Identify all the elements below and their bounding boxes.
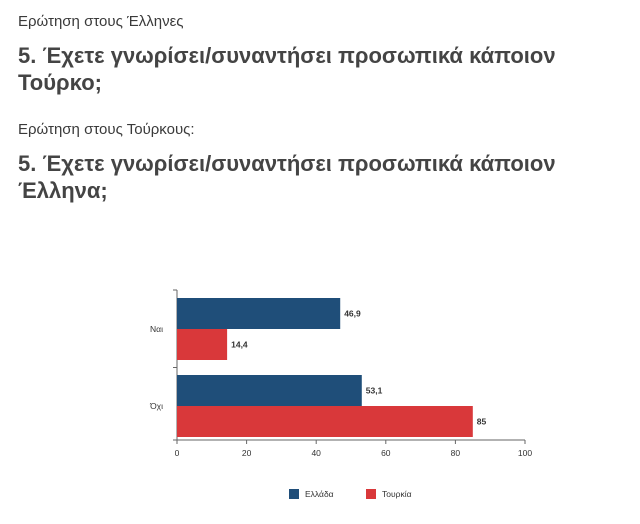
question-turks-subtitle: Ερώτηση στους Τούρκους:: [18, 121, 195, 138]
legend-label-greece: Ελλάδα: [305, 489, 334, 499]
bar-greece: [177, 298, 341, 329]
category-label: Ναι: [150, 324, 163, 334]
legend-label-turkey: Τουρκία: [382, 489, 412, 499]
x-tick-label: 0: [175, 448, 180, 458]
legend-swatch-turkey: [366, 489, 376, 499]
bar-turkey: [177, 329, 228, 360]
question-greeks-title: 5. Έχετε γνωρίσει/συναντήσει προσωπικά κ…: [18, 43, 556, 95]
question-turks-title: 5. Έχετε γνωρίσει/συναντήσει προσωπικά κ…: [18, 151, 556, 203]
x-tick-label: 60: [381, 448, 391, 458]
bar-turkey: [177, 406, 473, 437]
bar-value-label: 85: [477, 417, 487, 427]
category-label: Όχι: [149, 401, 163, 411]
bar-greece: [177, 375, 362, 406]
x-tick-label: 80: [451, 448, 461, 458]
bar-value-label: 46,9: [344, 309, 361, 319]
x-tick-label: 20: [242, 448, 252, 458]
x-tick-label: 100: [518, 448, 532, 458]
x-tick-label: 40: [311, 448, 321, 458]
question-turks: Ερώτηση στους Τούρκους: 5. Έχετε γνωρίσε…: [18, 120, 628, 204]
bar-value-label: 53,1: [366, 386, 383, 396]
question-greeks-subtitle: Ερώτηση στους Έλληνες: [18, 13, 184, 30]
bar-value-label: 14,4: [231, 340, 248, 350]
question-greeks: Ερώτηση στους Έλληνες 5. Έχετε γνωρίσει/…: [18, 12, 628, 96]
legend-swatch-greece: [289, 489, 299, 499]
